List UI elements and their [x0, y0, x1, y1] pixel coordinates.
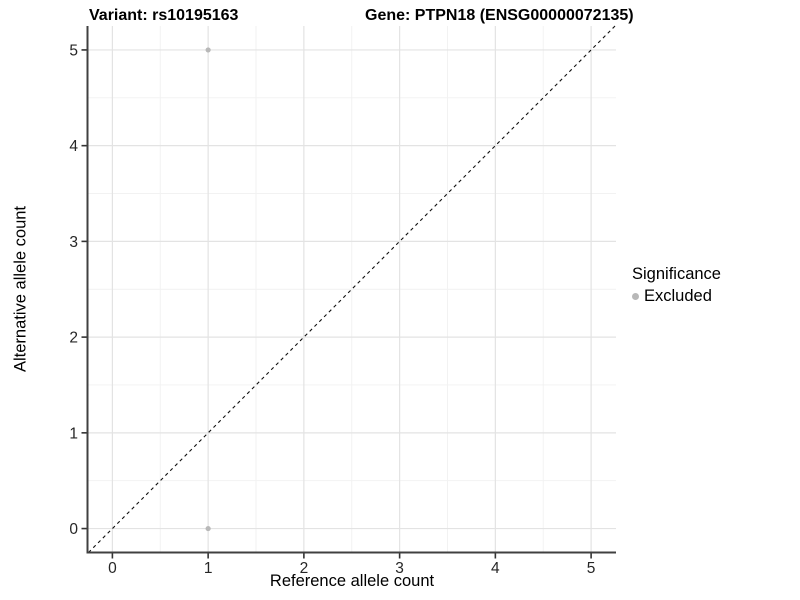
x-tick-label: 5 — [587, 560, 596, 577]
y-tick-label: 3 — [69, 234, 78, 251]
x-tick-label: 0 — [108, 560, 117, 577]
x-tick-label: 3 — [395, 560, 404, 577]
gene-title: Gene: PTPN18 (ENSG00000072135) — [365, 7, 634, 24]
data-point-excluded — [205, 47, 211, 53]
legend-title: Significance — [632, 265, 721, 283]
y-tick-label: 0 — [69, 521, 78, 538]
excluded-point-icon — [632, 293, 639, 300]
x-tick-label: 1 — [204, 560, 213, 577]
y-axis-title: Alternative allele count — [11, 205, 30, 373]
y-tick-label: 1 — [69, 425, 78, 442]
x-tick-label: 4 — [491, 560, 500, 577]
identity-dashed-line — [88, 25, 616, 553]
legend-item-excluded: Excluded — [630, 287, 721, 306]
variant-title: Variant: rs10195163 — [89, 7, 239, 24]
legend: Significance Excluded — [630, 265, 721, 306]
y-tick-label: 2 — [69, 330, 78, 347]
y-tick-label: 5 — [69, 42, 78, 59]
legend-item-label: Excluded — [644, 287, 712, 305]
x-tick-label: 2 — [300, 560, 309, 577]
x-axis-title: Reference allele count — [269, 572, 435, 590]
data-point-excluded — [205, 525, 211, 532]
y-tick-label: 4 — [69, 138, 78, 155]
